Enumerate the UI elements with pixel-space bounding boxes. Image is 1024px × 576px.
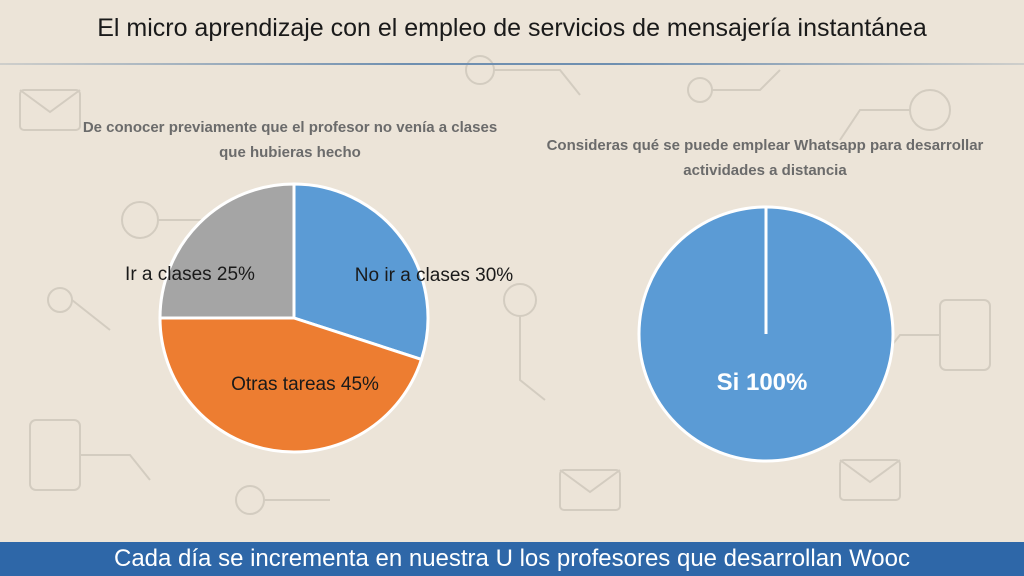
slide-title: El micro aprendizaje con el empleo de se… xyxy=(97,14,927,42)
chart1-slice-2-label: Otras tareas 45% xyxy=(231,374,379,395)
chart1-slice-1 xyxy=(292,182,430,362)
footer-text: Cada día se incrementa en nuestra U los … xyxy=(114,545,910,572)
footer-banner: Cada día se incrementa en nuestra U los … xyxy=(0,542,1024,576)
chart1-title: De conocer previamente que el profesor n… xyxy=(82,119,498,161)
chart2-title: Consideras qué se puede emplear Whatsapp… xyxy=(546,137,984,179)
chart1-slice-1-label: No ir a clases 30% xyxy=(355,265,514,286)
chart1-slice-2 xyxy=(158,316,424,454)
title-divider xyxy=(0,63,1024,65)
chart2-slice-1-label: Si 100% xyxy=(717,369,808,396)
chart1-slice-3-label: Ir a clases 25% xyxy=(125,264,255,285)
chart1-slice-3 xyxy=(158,182,296,320)
